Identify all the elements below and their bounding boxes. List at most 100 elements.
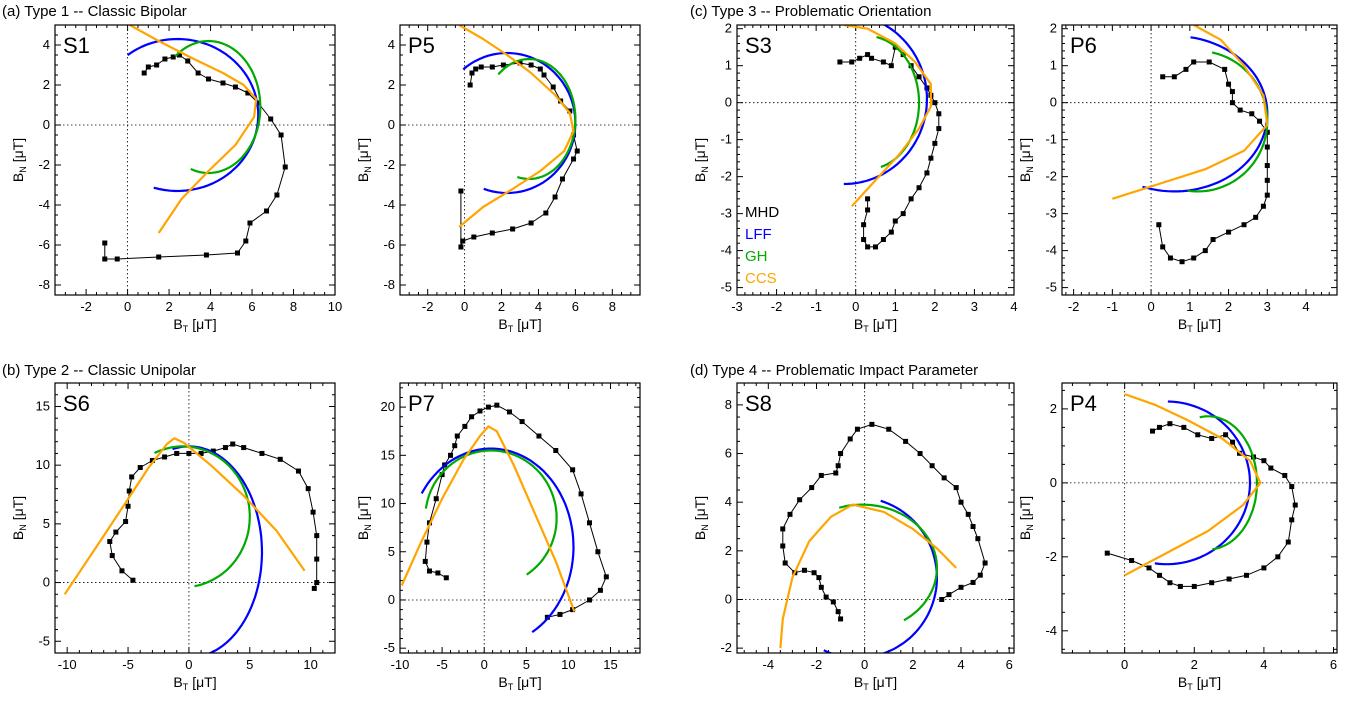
x-tick-label: 0 (1121, 657, 1128, 672)
data-point (1292, 502, 1298, 508)
data-point (198, 450, 204, 456)
data-point (241, 445, 247, 451)
y-tick-label: 2 (725, 543, 732, 558)
series-line-ccs (400, 425, 576, 612)
y-tick-label: 2 (388, 77, 395, 92)
x-tick-label: 4 (1010, 299, 1017, 314)
x-tick-label: 15 (603, 657, 617, 672)
data-point (1229, 100, 1235, 106)
data-point (1171, 74, 1177, 80)
data-point (780, 526, 786, 532)
data-point (1264, 192, 1270, 198)
y-tick-label: -4 (383, 197, 395, 212)
plot-frame (54, 382, 336, 654)
data-point (811, 570, 817, 576)
data-point (137, 465, 143, 471)
data-point (489, 64, 495, 70)
x-tick-label: 2 (1225, 299, 1232, 314)
data-point (443, 575, 449, 581)
y-tick-label: 15 (36, 398, 50, 413)
data-point (1226, 576, 1232, 582)
data-point (1167, 580, 1173, 586)
section-title-b: (b) Type 2 -- Classic Unipolar (2, 362, 196, 379)
data-point (1260, 203, 1266, 209)
data-point (205, 76, 211, 82)
x-tick-label: 10 (561, 657, 575, 672)
data-point (550, 84, 556, 90)
y-axis-label: BN[μT] (10, 496, 28, 540)
panel-s6: -10 -5 0 5 10 -5 0 5 10 15 BT [μT] BN[μT] S6 (10, 382, 336, 692)
y-tick-label: 4 (388, 37, 395, 52)
series-line-mhd (424, 404, 607, 618)
data-point (936, 111, 942, 117)
data-point (460, 238, 466, 244)
data-point (536, 433, 542, 439)
x-tick-label: 4 (1260, 657, 1267, 672)
y-tick-label: 10 (36, 457, 50, 472)
x-tick-label: -10 (391, 657, 410, 672)
y-tick-label: 2 (43, 77, 50, 92)
y-tick-label: 1 (1050, 58, 1057, 73)
x-tick-label: -5 (122, 657, 134, 672)
data-point (857, 55, 863, 61)
series-line-ccs (1112, 25, 1269, 200)
x-tick-label: 1 (892, 299, 899, 314)
y-tick-label: -5 (383, 640, 395, 655)
x-tick-label: 6 (1006, 657, 1013, 672)
data-point (1183, 66, 1189, 72)
x-axis-label: BT [μT] (854, 674, 897, 692)
y-tick-label: -6 (383, 237, 395, 252)
data-point (149, 457, 155, 463)
data-point (500, 62, 506, 68)
y-tick-label: 2 (725, 21, 732, 36)
data-point (865, 196, 871, 202)
y-tick-label: -1 (1045, 132, 1057, 147)
y-tick-label: -4 (720, 243, 732, 258)
plot-frame (736, 24, 1015, 296)
data-point (958, 499, 964, 505)
panel-p4: 0 2 4 6 -4 -2 0 2 BT [μT] BN[μT] P4 (1017, 382, 1338, 692)
y-tick-label: -8 (383, 277, 395, 292)
data-point (559, 176, 565, 182)
data-point (435, 570, 441, 576)
data-point (553, 448, 559, 453)
data-point (916, 74, 922, 80)
data-point (603, 574, 609, 580)
legend-entry-gh: GH (745, 248, 768, 265)
data-point (809, 485, 815, 491)
data-point (917, 451, 923, 457)
data-point (232, 84, 238, 90)
data-point (528, 220, 534, 226)
data-point (835, 609, 841, 615)
panel-label: P4 (1070, 391, 1097, 416)
y-tick-label: 5 (43, 516, 50, 531)
x-tick-label: 0 (481, 657, 488, 672)
data-point (552, 194, 558, 200)
x-tick-label: 4 (957, 657, 964, 672)
data-point (129, 474, 135, 480)
y-tick-label: -4 (1045, 623, 1057, 638)
plot-area (1112, 25, 1270, 265)
data-point (170, 54, 176, 60)
series-line-gh (154, 445, 251, 588)
data-point (203, 252, 209, 258)
x-tick-label: 5 (246, 657, 253, 672)
y-tick-label: 0 (725, 591, 732, 606)
data-point (541, 72, 547, 78)
data-point (439, 472, 445, 478)
data-point (557, 611, 563, 617)
data-point (854, 426, 860, 432)
panel-s1: -2 0 2 4 6 8 10 -8 -6 -4 -2 0 2 4 BT [μT] BN[μT] S1 (10, 24, 342, 334)
data-point (130, 577, 136, 583)
y-tick-label: -4 (38, 197, 50, 212)
y-tick-label: 0 (43, 575, 50, 590)
data-point (102, 240, 108, 246)
x-tick-label: 10 (303, 657, 317, 672)
data-point (154, 62, 160, 68)
data-point (1104, 550, 1110, 556)
data-point (426, 568, 432, 574)
data-point (314, 556, 320, 562)
data-point (107, 538, 113, 544)
data-point (1237, 107, 1243, 113)
